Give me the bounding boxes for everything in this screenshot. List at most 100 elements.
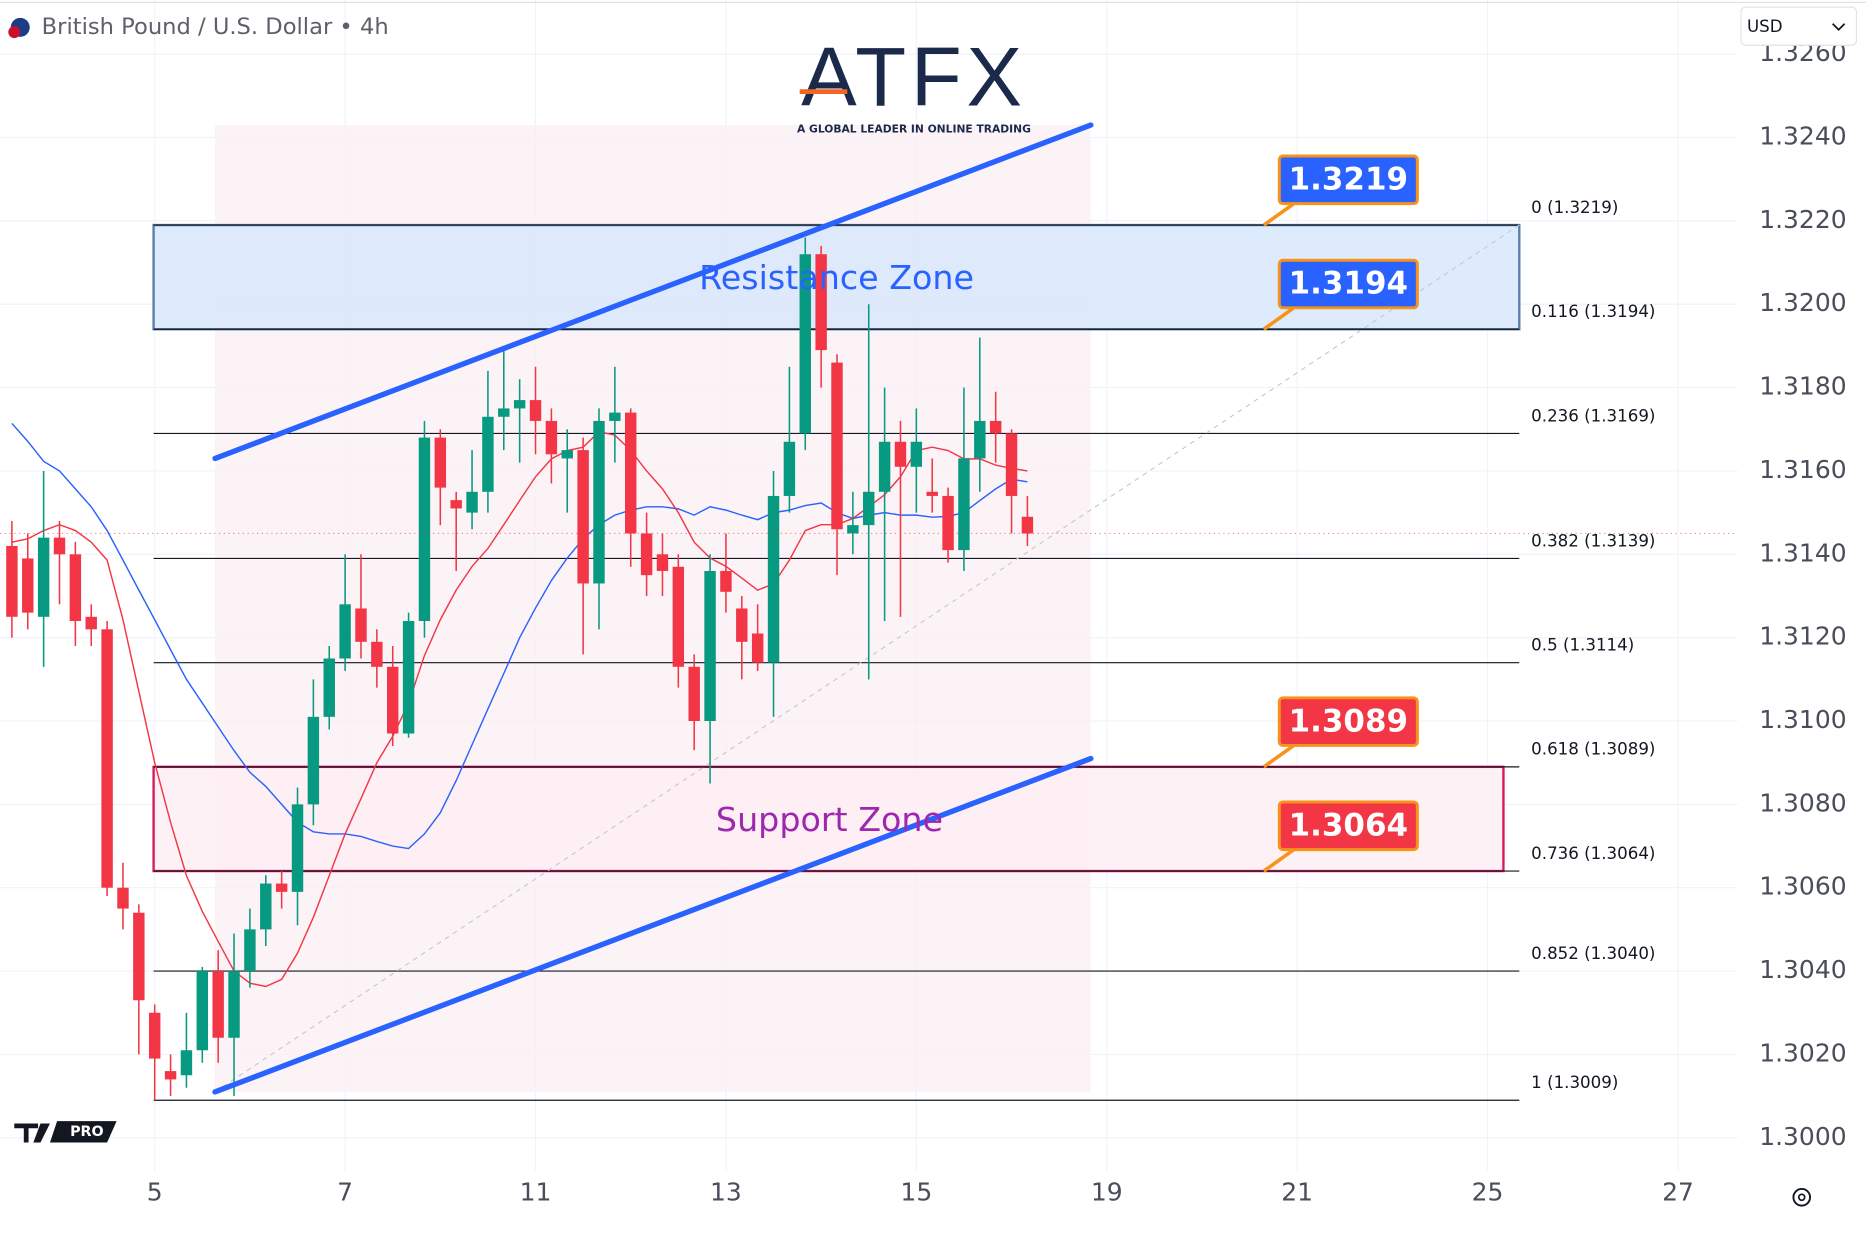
fib-label: 0.5 (1.3114): [1531, 635, 1634, 654]
y-tick-label: 1.3220: [1759, 205, 1846, 234]
candle-body: [736, 608, 748, 642]
settings-icon[interactable]: [1792, 1188, 1812, 1207]
currency-box[interactable]: [1740, 6, 1858, 46]
candle-body: [625, 412, 637, 534]
candle-body: [244, 929, 256, 972]
tag-pointer: [1262, 199, 1299, 227]
candle-body: [260, 883, 272, 930]
moving-average: [11, 422, 1028, 850]
candle-body: [942, 495, 954, 551]
moving-average: [11, 430, 1028, 988]
y-tick-label: 1.3140: [1759, 538, 1846, 567]
candle-body: [815, 254, 827, 351]
zone-label: Resistance Zone: [699, 258, 974, 297]
candle-body: [53, 537, 66, 555]
fib-label: 0.852 (1.3040): [1531, 944, 1655, 963]
candle-body: [799, 254, 811, 434]
candle-body: [577, 450, 589, 584]
x-tick-label: 15: [900, 1178, 932, 1207]
fib-label: 0.618 (1.3089): [1531, 740, 1655, 759]
candle-body: [989, 420, 1002, 434]
candle-body: [672, 566, 685, 667]
currency-label[interactable]: USD: [1747, 17, 1783, 36]
currency-caret[interactable]: [1832, 23, 1846, 32]
price-tag-label: 1.3194: [1289, 266, 1408, 302]
price-tag-label: 1.3089: [1289, 703, 1408, 739]
price-tag: [1277, 696, 1419, 747]
candle-body: [529, 400, 542, 421]
tag-pointer: [1262, 741, 1299, 769]
candle-body: [720, 570, 732, 592]
candle-body: [117, 887, 129, 909]
candle-body: [133, 912, 145, 1001]
flag-icon-2: [8, 26, 21, 39]
candle-body: [180, 1050, 193, 1076]
y-tick-label: 1.3000: [1759, 1122, 1846, 1151]
candle-body: [371, 641, 383, 667]
candle-body: [482, 416, 494, 492]
candle-body: [751, 633, 764, 663]
logo-tagline: A GLOBAL LEADER IN ONLINE TRADING: [797, 123, 1031, 136]
candle-body: [688, 666, 700, 722]
candle-body: [894, 441, 907, 467]
candle-body: [561, 450, 573, 459]
candle-body: [22, 558, 34, 613]
candle-body: [640, 533, 653, 576]
candle-body: [101, 629, 113, 888]
y-tick-label: 1.3060: [1759, 872, 1846, 901]
candle-body: [847, 525, 859, 534]
tag-pointer: [1262, 845, 1299, 873]
y-tick-label: 1.3100: [1759, 705, 1846, 734]
candle-body: [275, 883, 288, 892]
candle-body: [228, 971, 240, 1038]
candle-body: [974, 420, 986, 459]
x-tick-label: 7: [337, 1178, 353, 1207]
zone-label: Support Zone: [716, 800, 943, 839]
candle-body: [402, 620, 415, 734]
fib-label: 0 (1.3219): [1531, 198, 1618, 217]
candle-body: [878, 441, 891, 492]
x-tick-label: 19: [1091, 1178, 1123, 1207]
candle-body: [450, 500, 462, 509]
candle-body: [767, 495, 780, 663]
candle-body: [291, 804, 304, 892]
x-tick-label: 13: [710, 1178, 742, 1207]
candle-body: [355, 608, 367, 642]
candle-body: [498, 408, 510, 417]
candle-body: [958, 458, 970, 551]
settings-icon-core[interactable]: [1797, 1193, 1806, 1202]
candle-body: [196, 971, 209, 1051]
candle-body: [164, 1071, 177, 1080]
x-tick-label: 5: [147, 1178, 163, 1207]
fib-label: 1 (1.3009): [1531, 1073, 1618, 1092]
plot: 1.3000 1.3020 1.3040 1.3060 1.3080 1.3100 1.31…: [0, 38, 1847, 1207]
y-tick-label: 1.3020: [1759, 1038, 1846, 1067]
candle-body: [1005, 433, 1018, 496]
candle-body: [593, 420, 605, 584]
y-tick-label: 1.3040: [1759, 955, 1846, 984]
pro-badge: [49, 1121, 117, 1143]
pro-label: PRO: [70, 1124, 104, 1140]
candle-body: [307, 716, 320, 805]
candle-body: [863, 491, 875, 526]
candle-body: [323, 658, 335, 717]
y-tick-label: 1.3120: [1759, 622, 1846, 651]
candle-body: [513, 400, 526, 409]
fib-label: 0.236 (1.3169): [1531, 406, 1655, 425]
candle-body: [656, 554, 669, 571]
fib-label: 0.382 (1.3139): [1531, 531, 1655, 550]
candle-body: [69, 554, 82, 621]
candle-body: [609, 412, 621, 421]
y-tick-label: 1.3200: [1759, 288, 1846, 317]
candle-body: [418, 437, 431, 621]
candle-body: [1021, 516, 1034, 534]
candle-body: [466, 491, 478, 513]
candle-body: [704, 570, 716, 722]
candle-body: [545, 420, 558, 455]
candle-body: [339, 604, 351, 659]
candle-body: [783, 441, 796, 496]
logo-name: ATFX: [801, 30, 1027, 123]
candle-body: [387, 666, 399, 734]
